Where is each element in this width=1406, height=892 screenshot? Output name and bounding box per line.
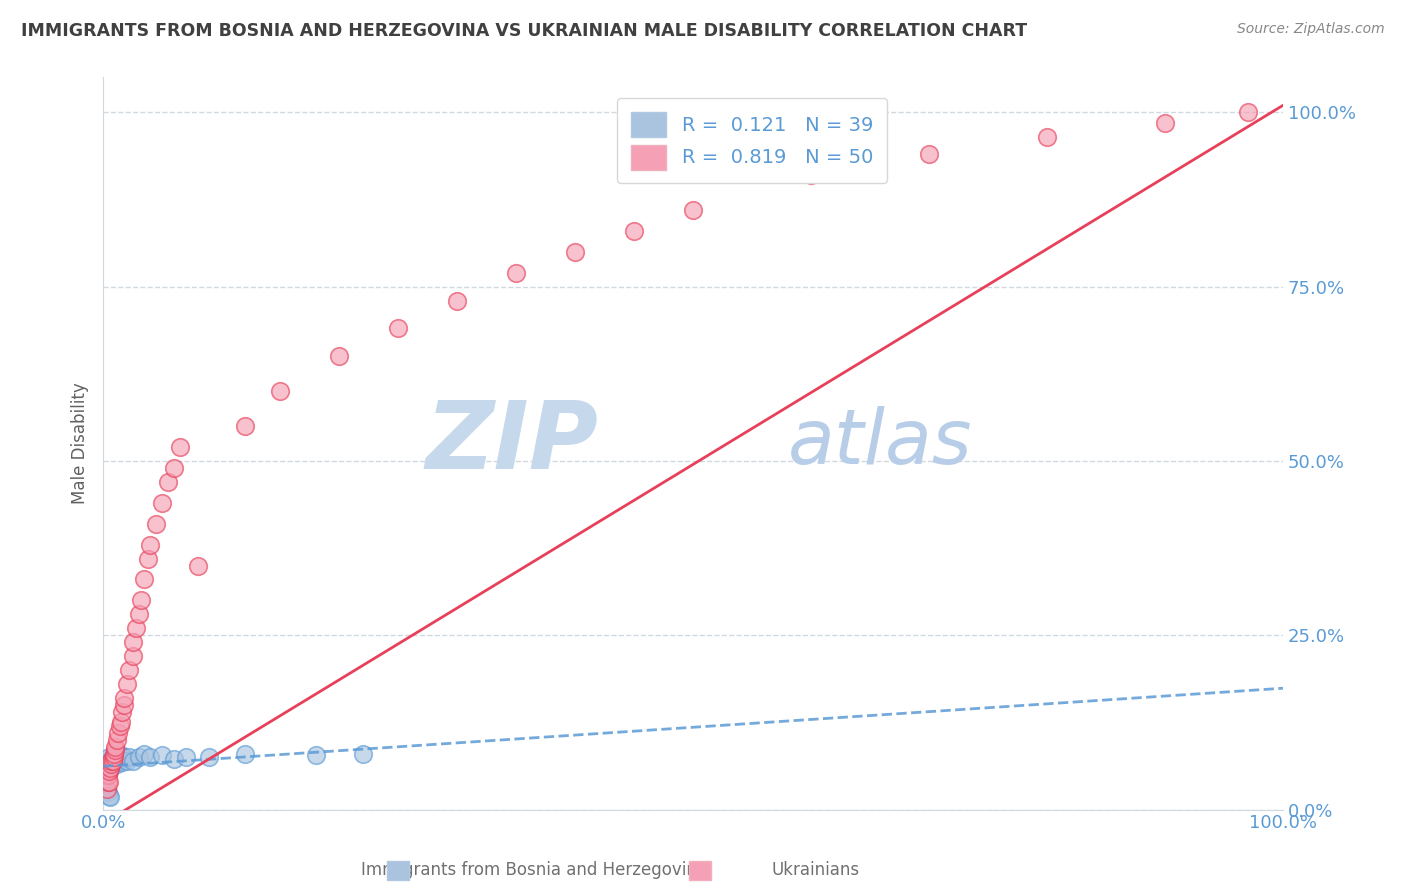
Point — [100, 754, 122, 768]
Point — [97, 785, 120, 799]
Point — [128, 750, 150, 764]
Point — [108, 719, 131, 733]
Point — [118, 663, 141, 677]
Text: Source: ZipAtlas.com: Source: ZipAtlas.com — [1237, 22, 1385, 37]
Point — [169, 440, 191, 454]
Point — [96, 757, 118, 772]
Point — [107, 754, 129, 768]
Point — [103, 754, 125, 768]
Point — [139, 750, 162, 764]
Point — [328, 349, 350, 363]
Point — [98, 774, 121, 789]
Y-axis label: Male Disability: Male Disability — [72, 383, 89, 504]
Point — [136, 551, 159, 566]
Point — [139, 538, 162, 552]
Point — [111, 705, 134, 719]
Point — [105, 752, 128, 766]
Point — [101, 754, 124, 768]
Point — [103, 750, 125, 764]
Point — [98, 757, 121, 772]
Point — [111, 755, 134, 769]
Point — [163, 752, 186, 766]
Point — [145, 516, 167, 531]
Point — [110, 715, 132, 730]
Point — [150, 496, 173, 510]
Point — [233, 747, 256, 761]
Point — [96, 781, 118, 796]
Point — [118, 750, 141, 764]
Point — [174, 750, 197, 764]
Point — [505, 266, 527, 280]
Point — [623, 224, 645, 238]
Point — [1036, 129, 1059, 144]
Point — [97, 774, 120, 789]
Point — [115, 677, 138, 691]
Point — [269, 384, 291, 399]
Point — [682, 202, 704, 217]
Point — [98, 764, 121, 779]
Point — [98, 761, 121, 775]
Point — [304, 748, 326, 763]
Point — [150, 748, 173, 763]
Point — [129, 593, 152, 607]
Point — [105, 732, 128, 747]
Point — [446, 293, 468, 308]
Point — [101, 757, 124, 772]
Point — [352, 747, 374, 761]
Point — [98, 754, 121, 768]
Point — [97, 754, 120, 768]
Point — [134, 573, 156, 587]
Point — [98, 761, 121, 775]
Point — [97, 767, 120, 781]
Point — [103, 750, 125, 764]
Point — [121, 635, 143, 649]
Point — [125, 621, 148, 635]
Point — [104, 750, 127, 764]
Point — [104, 739, 127, 754]
Point — [101, 750, 124, 764]
Point — [564, 244, 586, 259]
Point — [112, 690, 135, 705]
Legend: R =  0.121   N = 39, R =  0.819   N = 50: R = 0.121 N = 39, R = 0.819 N = 50 — [617, 98, 887, 183]
Point — [121, 754, 143, 768]
Point — [186, 558, 208, 573]
Point — [98, 750, 121, 764]
Text: IMMIGRANTS FROM BOSNIA AND HERZEGOVINA VS UKRAINIAN MALE DISABILITY CORRELATION : IMMIGRANTS FROM BOSNIA AND HERZEGOVINA V… — [21, 22, 1028, 40]
Point — [115, 754, 138, 768]
Point — [1154, 116, 1177, 130]
Text: ZIP: ZIP — [426, 398, 599, 490]
Point — [107, 726, 129, 740]
Point — [233, 419, 256, 434]
Point — [100, 757, 122, 772]
Text: Immigrants from Bosnia and Herzegovina: Immigrants from Bosnia and Herzegovina — [361, 861, 707, 879]
Point — [104, 755, 127, 769]
Point — [100, 754, 122, 768]
Point — [121, 649, 143, 664]
Point — [105, 757, 128, 772]
Point — [104, 743, 127, 757]
Point — [112, 698, 135, 712]
Point — [134, 747, 156, 761]
Point — [100, 757, 122, 772]
Point — [103, 747, 125, 761]
Point — [1236, 105, 1258, 120]
Point — [112, 750, 135, 764]
Point — [96, 761, 118, 775]
Point — [198, 750, 221, 764]
Point — [98, 764, 121, 779]
Point — [98, 789, 121, 803]
Text: Ukrainians: Ukrainians — [772, 861, 859, 879]
Text: atlas: atlas — [787, 407, 972, 481]
Point — [387, 321, 409, 335]
Point — [157, 475, 180, 489]
Point — [800, 168, 823, 182]
Point — [110, 752, 132, 766]
Point — [163, 461, 186, 475]
Point — [128, 607, 150, 622]
Point — [110, 748, 132, 763]
Point — [98, 789, 121, 804]
Point — [918, 147, 941, 161]
